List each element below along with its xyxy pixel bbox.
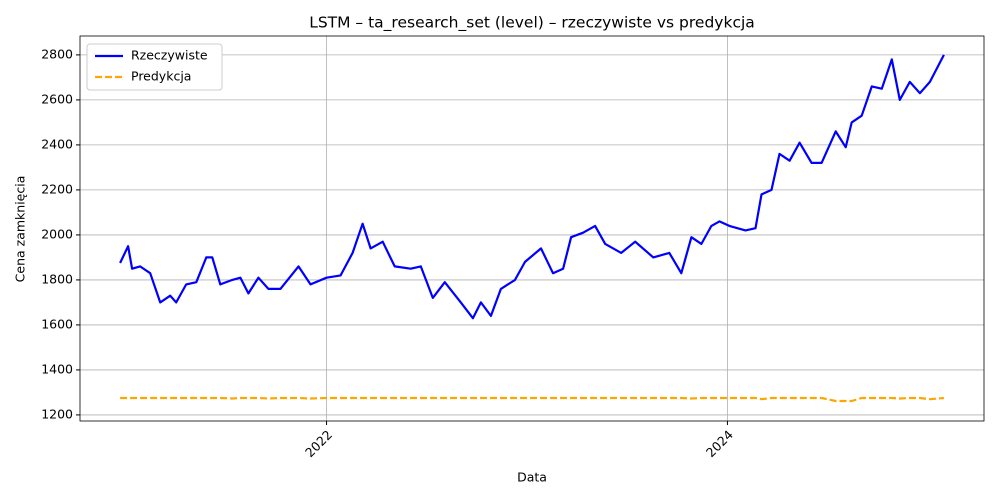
y-tick-label: 1600 — [41, 316, 73, 331]
y-axis-label: Cena zamknięcia — [13, 176, 28, 283]
x-tick-label: 2024 — [703, 427, 736, 460]
x-axis-label: Data — [517, 470, 547, 485]
legend-label: Predykcja — [131, 69, 191, 84]
y-tick-label: 2000 — [41, 226, 73, 241]
line-series — [119, 54, 945, 320]
y-tick-label: 2400 — [41, 136, 73, 151]
y-tick-label: 2800 — [41, 46, 73, 61]
y-tick-label: 2200 — [41, 181, 73, 196]
y-tick-label: 1200 — [41, 406, 73, 421]
line-series — [120, 396, 944, 403]
y-tick-label: 2600 — [41, 91, 73, 106]
y-tick-label: 1400 — [41, 361, 73, 376]
x-tick-label: 2022 — [302, 427, 335, 460]
y-tick-label: 1800 — [41, 271, 73, 286]
plot-frame — [79, 35, 985, 422]
chart-title: LSTM – ta_research_set (level) – rzeczyw… — [309, 14, 755, 33]
legend-label: Rzeczywiste — [131, 48, 208, 63]
